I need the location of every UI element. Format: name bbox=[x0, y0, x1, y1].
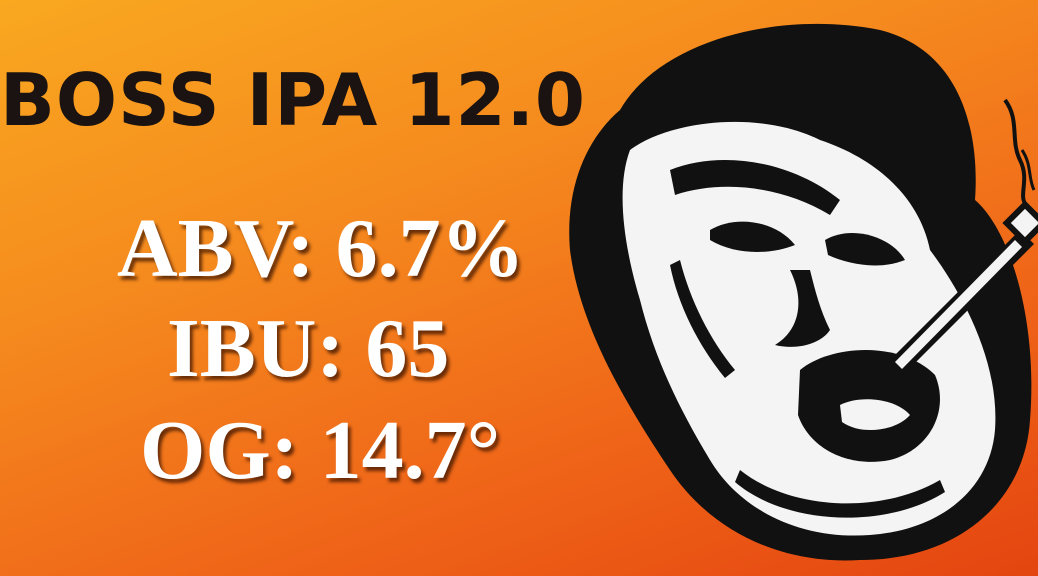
cigar-face-mascot-icon bbox=[569, 23, 1038, 561]
mascot-eye-left bbox=[710, 221, 795, 252]
mascot-brow bbox=[670, 160, 840, 215]
ibu-stat: IBU: 65 bbox=[167, 302, 450, 395]
mascot-smoke-2 bbox=[1020, 149, 1036, 191]
mascot-jaw bbox=[735, 470, 945, 518]
mascot-smoke bbox=[1003, 98, 1028, 207]
mascot-cigar-tip bbox=[1002, 200, 1038, 246]
mascot-cheek-lines bbox=[670, 260, 735, 378]
beer-title: BOSS IPA 12.0 bbox=[0, 58, 587, 142]
og-stat: OG: 14.7° bbox=[140, 404, 501, 497]
abv-stat: ABV: 6.7% bbox=[117, 202, 525, 295]
mascot-eye-right bbox=[825, 232, 905, 266]
mascot-nose bbox=[775, 270, 830, 347]
mascot-cigar-band bbox=[895, 240, 1022, 369]
mascot-tongue bbox=[840, 399, 910, 431]
